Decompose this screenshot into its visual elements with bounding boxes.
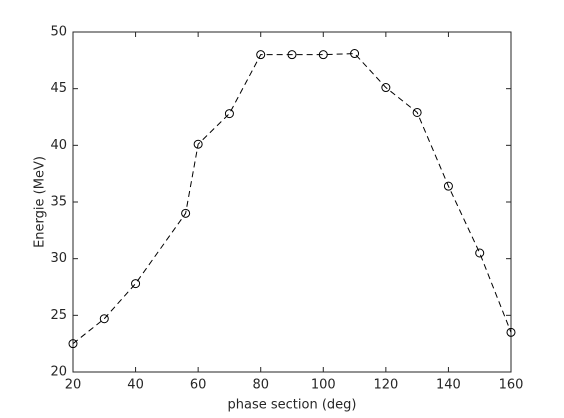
y-tick-label: 40 [50,138,67,153]
data-point [475,248,485,258]
data-point [350,49,360,59]
data-point [181,208,191,218]
data-point [506,327,516,337]
y-tick-label: 30 [50,251,67,266]
y-axis-label: Energie (MeV) [33,156,48,248]
data-point [381,83,391,93]
y-tick-label: 25 [50,308,67,323]
data-point [318,50,328,60]
y-tick-label: 45 [50,81,67,96]
data-point [224,109,234,119]
data-line [72,53,512,345]
x-axis-label: phase section (deg) [228,398,357,413]
y-tick-label: 50 [50,25,67,40]
x-tick-label: 60 [190,378,207,393]
data-point [68,339,78,349]
y-tick-label: 35 [50,195,67,210]
x-tick-label: 100 [311,378,336,393]
data-point [412,107,422,117]
data-point [287,50,297,60]
data-point [256,50,266,60]
y-tick-label: 20 [50,365,67,380]
data-point [131,279,141,289]
x-tick-label: 20 [65,378,82,393]
x-tick-label: 80 [252,378,269,393]
x-tick-label: 40 [127,378,144,393]
data-point [443,181,453,191]
data-point [193,139,203,149]
x-tick-label: 120 [373,378,398,393]
x-tick-label: 140 [436,378,461,393]
data-point [99,314,109,324]
x-tick-label: 160 [499,378,524,393]
plot-frame [72,31,512,373]
